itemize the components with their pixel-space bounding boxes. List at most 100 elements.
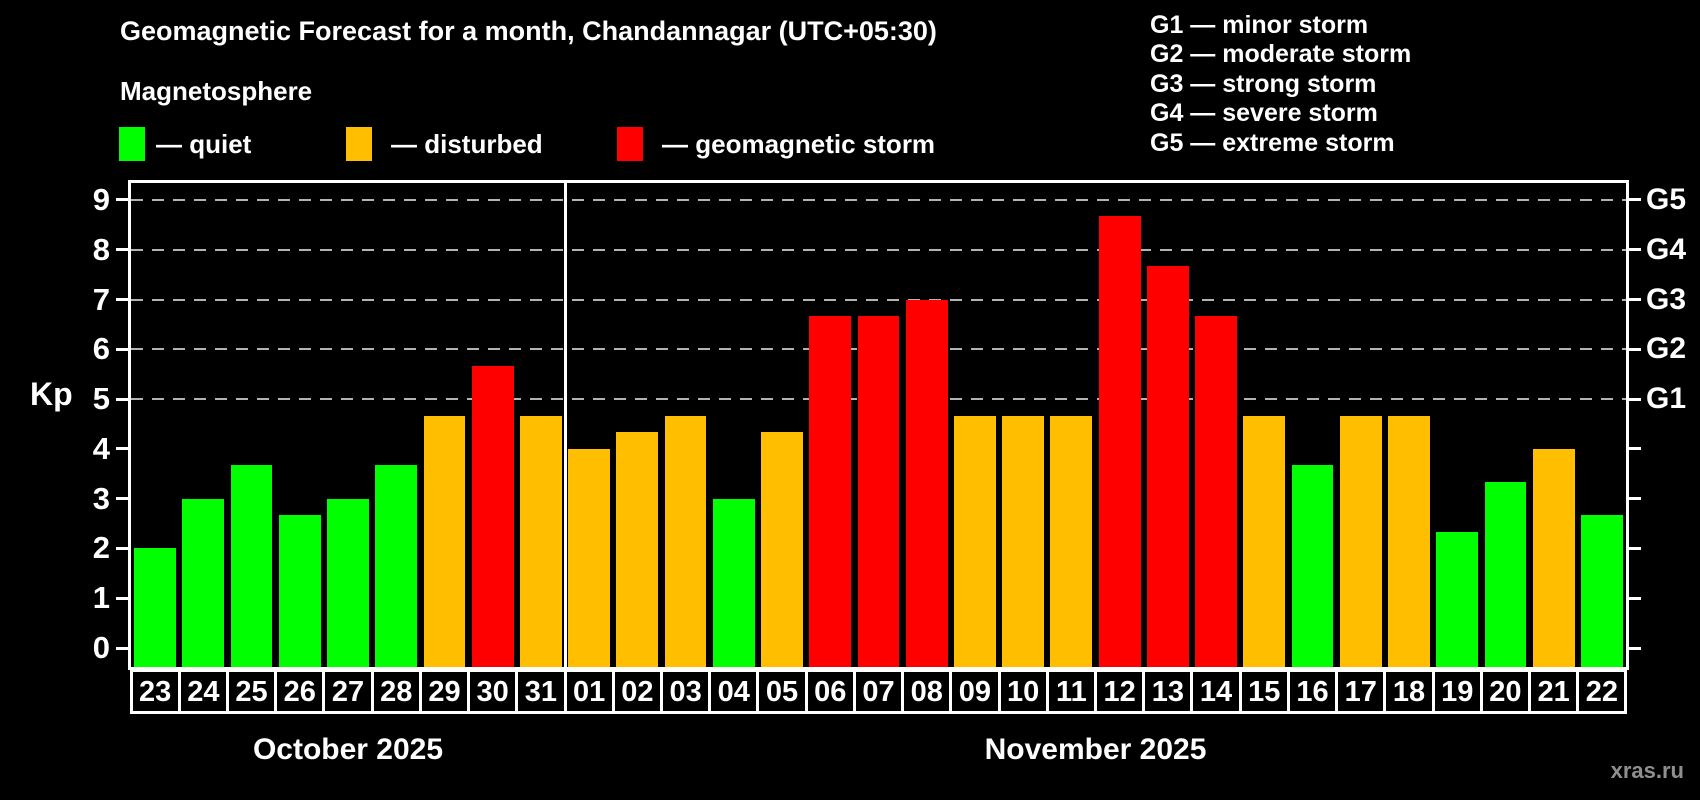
kp-axis-label: Kp (30, 376, 73, 412)
date-cell-24: 24 (177, 669, 229, 714)
y-tick-label-6: 6 (92, 331, 110, 367)
date-cell-08: 08 (901, 669, 953, 714)
date-cell-31: 31 (515, 669, 567, 714)
y-tick-left-3 (116, 497, 130, 501)
month-label-november: November 2025 (984, 733, 1207, 766)
storm-scale-line-g5: G5 — extreme storm (1150, 128, 1395, 157)
kp-bar-october-26 (278, 515, 321, 667)
date-cell-28: 28 (370, 669, 422, 714)
storm-scale-line-g4: G4 — severe storm (1150, 99, 1378, 128)
g-level-label-g4: G4 (1646, 232, 1687, 266)
kp-bar-october-28 (375, 465, 418, 667)
y-tick-left-4 (116, 447, 130, 451)
date-cell-09: 09 (949, 669, 1001, 714)
chart-title: Geomagnetic Forecast for a month, Chanda… (120, 16, 937, 46)
disturbed-legend-label: — disturbed (391, 129, 543, 159)
y-tick-label-3: 3 (92, 480, 110, 516)
kp-bar-october-23 (134, 548, 176, 667)
y-tick-left-0 (116, 646, 130, 650)
y-tick-right-4 (1627, 447, 1641, 451)
plot-border (128, 180, 1629, 670)
kp-bar-november-07 (857, 315, 900, 667)
kp-bar-november-03 (664, 415, 707, 667)
storm-scale-legend: G1 — minor storm G2 — moderate storm G3 … (1150, 11, 1411, 158)
kp-bar-november-11 (1050, 415, 1093, 667)
date-cell-10: 10 (997, 669, 1049, 714)
date-cell-12: 12 (1094, 669, 1146, 714)
storm-scale-line-g3: G3 — strong storm (1150, 69, 1377, 98)
kp-bar-november-20 (1484, 482, 1527, 667)
kp-bar-october-25 (230, 465, 273, 667)
kp-bar-october-31 (520, 415, 562, 667)
date-cell-17: 17 (1335, 669, 1387, 714)
date-cell-29: 29 (418, 669, 471, 714)
date-cell-11: 11 (1045, 669, 1097, 714)
date-cell-30: 30 (467, 669, 519, 714)
y-tick-left-5 (116, 397, 130, 401)
kp-bar-october-27 (327, 498, 369, 667)
chart-subtitle: Magnetosphere (120, 76, 313, 106)
y-tick-left-2 (116, 546, 130, 550)
y-tick-label-8: 8 (92, 231, 110, 267)
storm-legend-swatch (617, 127, 643, 161)
kp-bar-november-09 (954, 415, 996, 667)
storm-scale-line-g1: G1 — minor storm (1150, 11, 1369, 39)
y-tick-label-5: 5 (92, 381, 110, 417)
date-cell-04: 04 (708, 669, 760, 714)
storm-scale-line-g2: G2 — moderate storm (1150, 40, 1412, 69)
date-cell-15: 15 (1238, 669, 1290, 714)
y-tick-label-7: 7 (92, 281, 110, 317)
date-cell-22: 22 (1576, 669, 1628, 714)
kp-bar-november-12 (1098, 216, 1141, 667)
date-cell-01: 01 (563, 669, 615, 714)
kp-bar-november-08 (905, 299, 948, 667)
kp-bar-november-17 (1339, 415, 1382, 667)
y-tick-label-4: 4 (92, 430, 110, 466)
kp-bar-october-29 (423, 415, 466, 667)
gridline-kp-9 (131, 198, 1626, 201)
kp-bar-november-19 (1436, 532, 1479, 667)
y-tick-right-2 (1627, 546, 1641, 550)
month-label-october: October 2025 (252, 733, 444, 766)
date-cell-02: 02 (611, 669, 663, 714)
kp-bar-november-18 (1388, 415, 1430, 667)
kp-bar-november-04 (712, 498, 755, 667)
y-tick-left-9 (116, 198, 130, 202)
date-cell-20: 20 (1479, 669, 1532, 714)
y-tick-right-5 (1627, 397, 1641, 401)
y-tick-label-9: 9 (92, 181, 110, 217)
g-level-label-g5: G5 (1646, 182, 1687, 216)
y-tick-right-8 (1627, 248, 1641, 252)
date-cell-14: 14 (1190, 669, 1242, 714)
disturbed-legend-swatch (346, 127, 372, 161)
kp-bar-november-06 (809, 315, 852, 667)
watermark: xras.ru (1610, 758, 1684, 783)
g-level-label-g3: G3 (1646, 282, 1687, 316)
y-tick-label-2: 2 (92, 530, 110, 566)
quiet-legend-label: — quiet (156, 129, 252, 159)
date-cell-06: 06 (804, 669, 856, 714)
date-cell-26: 26 (274, 669, 326, 714)
kp-bar-november-10 (1002, 415, 1045, 667)
gridline-kp-7 (131, 298, 1626, 301)
y-tick-left-1 (116, 596, 130, 600)
quiet-legend-swatch (119, 127, 145, 161)
y-tick-right-0 (1627, 646, 1641, 650)
y-tick-right-7 (1627, 298, 1641, 302)
date-cell-18: 18 (1383, 669, 1435, 714)
kp-bar-november-02 (616, 432, 659, 667)
y-tick-right-1 (1627, 596, 1641, 600)
date-cell-21: 21 (1528, 669, 1580, 714)
kp-bar-october-24 (182, 498, 225, 667)
g-level-label-g1: G1 (1646, 382, 1687, 416)
kp-bar-october-30 (471, 365, 514, 667)
kp-bar-november-15 (1243, 415, 1286, 667)
kp-bar-november-16 (1291, 465, 1334, 667)
y-tick-right-3 (1627, 497, 1641, 501)
date-cell-03: 03 (659, 669, 712, 714)
y-tick-left-6 (116, 347, 130, 351)
kp-bar-november-22 (1580, 515, 1623, 667)
storm-legend-label: — geomagnetic storm (662, 129, 936, 159)
